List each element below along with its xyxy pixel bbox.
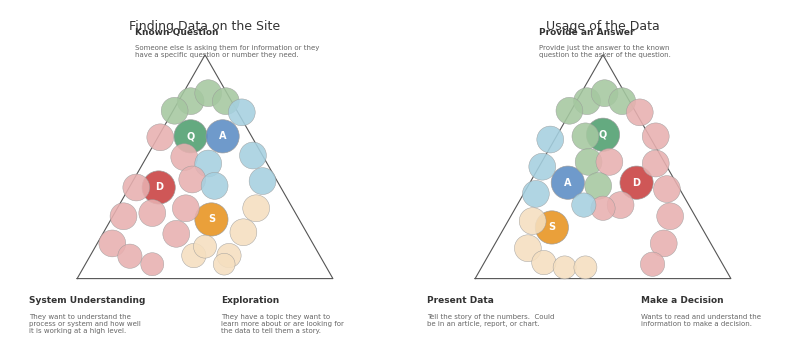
Circle shape: [212, 88, 239, 115]
Circle shape: [522, 180, 548, 207]
Circle shape: [619, 166, 652, 199]
Text: Usage of the Data: Usage of the Data: [545, 20, 659, 33]
Circle shape: [178, 166, 206, 193]
Text: A: A: [564, 178, 571, 188]
Circle shape: [123, 174, 149, 201]
Circle shape: [141, 253, 164, 276]
Circle shape: [206, 120, 239, 153]
Circle shape: [201, 173, 228, 199]
Circle shape: [606, 192, 634, 218]
Circle shape: [595, 149, 622, 175]
Circle shape: [556, 97, 582, 124]
Text: S: S: [548, 223, 555, 233]
Text: Finding Data on the Site: Finding Data on the Site: [129, 20, 280, 33]
Circle shape: [239, 142, 266, 169]
Circle shape: [640, 252, 664, 276]
Circle shape: [571, 123, 598, 150]
Circle shape: [573, 88, 600, 115]
Text: D: D: [632, 178, 640, 188]
Circle shape: [552, 256, 576, 279]
Circle shape: [653, 176, 679, 202]
Text: Tell the story of the numbers.  Could
be in an article, report, or chart.: Tell the story of the numbers. Could be …: [426, 314, 554, 327]
Text: S: S: [208, 214, 214, 224]
Circle shape: [194, 235, 216, 258]
Circle shape: [584, 173, 611, 199]
Circle shape: [177, 88, 204, 115]
Circle shape: [173, 120, 207, 153]
Text: Q: Q: [598, 130, 606, 140]
Circle shape: [139, 200, 165, 226]
Circle shape: [99, 230, 125, 257]
Text: A: A: [218, 131, 226, 141]
Circle shape: [213, 253, 234, 275]
Circle shape: [626, 99, 652, 126]
Text: Provide an Answer: Provide an Answer: [538, 28, 634, 37]
Text: They want to understand the
process or system and how well
it is working at a hi: They want to understand the process or s…: [29, 314, 141, 334]
Circle shape: [642, 123, 668, 150]
Text: Wants to read and understand the
information to make a decision.: Wants to read and understand the informa…: [641, 314, 760, 327]
Text: Exploration: Exploration: [221, 296, 279, 305]
Text: Someone else is asking them for information or they
have a specific question or : Someone else is asking them for informat…: [135, 45, 319, 58]
Circle shape: [194, 203, 228, 236]
Circle shape: [228, 99, 255, 126]
Circle shape: [531, 250, 556, 275]
Circle shape: [163, 221, 190, 247]
Text: System Understanding: System Understanding: [29, 296, 145, 305]
Circle shape: [528, 153, 555, 180]
Circle shape: [230, 219, 256, 246]
Circle shape: [142, 171, 175, 204]
Circle shape: [217, 244, 241, 268]
Circle shape: [161, 97, 188, 124]
Circle shape: [170, 144, 198, 170]
Circle shape: [194, 150, 222, 177]
Circle shape: [590, 196, 614, 221]
Circle shape: [571, 193, 595, 217]
Circle shape: [172, 195, 199, 222]
Circle shape: [574, 149, 601, 175]
Circle shape: [514, 235, 540, 262]
Circle shape: [147, 124, 173, 151]
Circle shape: [117, 244, 142, 268]
Text: Known Question: Known Question: [135, 28, 218, 37]
Circle shape: [608, 88, 635, 115]
Circle shape: [535, 211, 568, 244]
Text: D: D: [154, 182, 162, 192]
Text: Make a Decision: Make a Decision: [641, 296, 723, 305]
Circle shape: [551, 166, 584, 199]
Circle shape: [243, 195, 269, 222]
Circle shape: [536, 126, 563, 153]
Circle shape: [249, 168, 275, 194]
Text: Provide just the answer to the known
question to the asker of the question.: Provide just the answer to the known que…: [538, 45, 670, 58]
Circle shape: [573, 256, 596, 279]
Circle shape: [110, 203, 137, 230]
Circle shape: [642, 150, 668, 177]
Text: Q: Q: [186, 131, 194, 141]
Text: They have a topic they want to
learn more about or are looking for
the data to t: They have a topic they want to learn mor…: [221, 314, 344, 334]
Circle shape: [519, 208, 545, 235]
Circle shape: [650, 230, 676, 257]
Circle shape: [590, 80, 618, 107]
Text: Present Data: Present Data: [426, 296, 493, 305]
Circle shape: [194, 80, 222, 107]
Circle shape: [656, 203, 683, 230]
Circle shape: [181, 244, 206, 268]
Circle shape: [585, 118, 619, 151]
